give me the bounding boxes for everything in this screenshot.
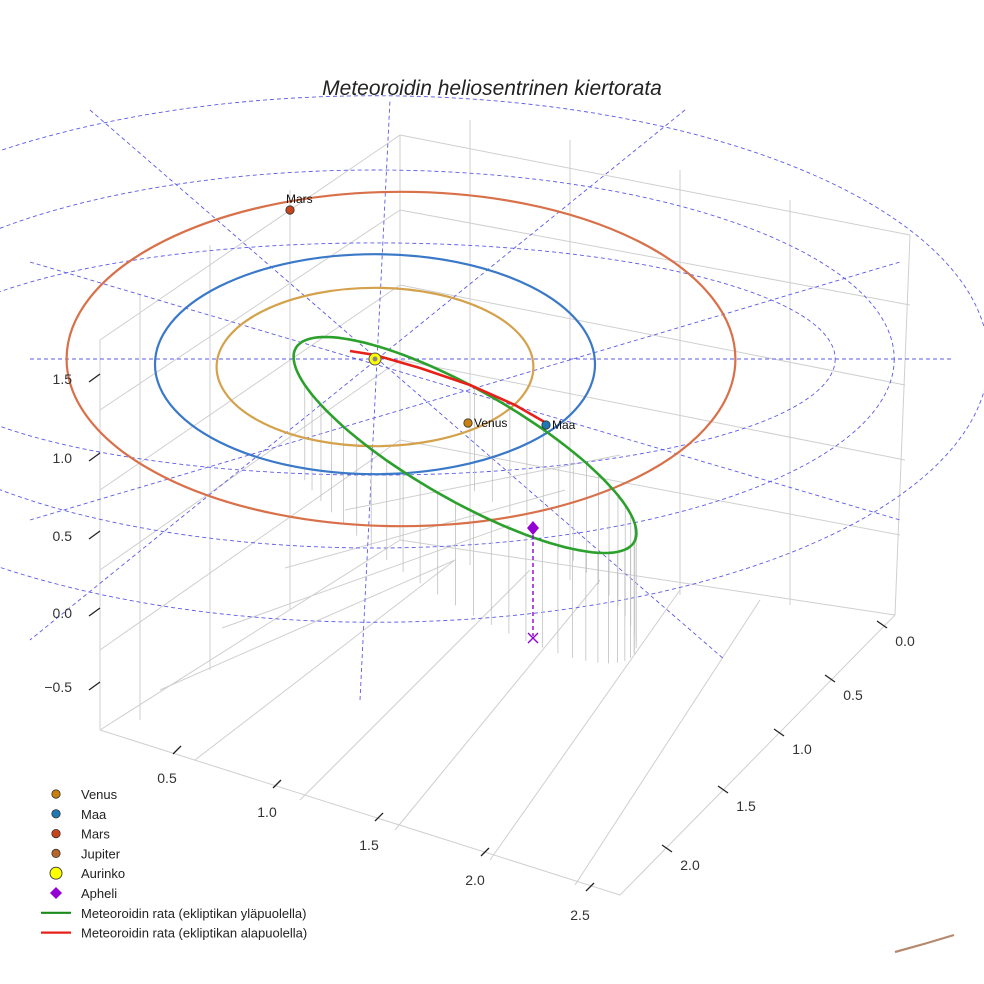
box-edge-6 [99,729,621,896]
y-tick-mark [824,674,836,683]
y-tick-label: 2.0 [680,857,700,873]
aphelion-marker [527,521,539,535]
meteoroid-orbit-above [292,335,638,555]
legend-marker-0 [51,789,61,799]
legend-label-4: Aurinko [81,866,125,881]
legend-marker-1 [51,809,61,819]
legend-marker-5 [50,887,62,899]
box-edge-5 [894,234,911,616]
x-tick-label: 0.5 [157,770,177,786]
wall-grid-h-5 [99,284,401,491]
axis-panes [100,135,910,895]
y-tick-mark [876,620,888,629]
floor-grid-b-0 [194,559,456,761]
floor-grid-b-4 [574,599,761,886]
floor-grid-b-2 [394,579,601,831]
z-tick-label: 0.0 [53,605,73,621]
orbit-maa [153,253,597,476]
z-tick-mark [88,681,101,691]
legend-label-3: Jupiter [81,846,121,861]
wall-grid-h-1 [399,284,906,386]
planet-label-venus: Venus [474,416,507,430]
polar-spoke-1 [29,261,901,521]
legend-label-5: Apheli [81,886,117,901]
polar-spoke-0 [89,109,726,661]
box-edge-3 [99,134,401,341]
planet-mars [285,205,295,215]
y-tick-label: 0.0 [895,633,915,649]
chart-title: Meteoroidin heliosentrinen kiertorata [322,77,662,100]
orbit-jupiter [894,933,955,954]
legend-marker-2 [51,828,61,839]
polar-spoke-2 [29,261,901,521]
polar-ring-2 [0,95,984,623]
legend-label-1: Maa [81,807,107,822]
y-tick-mark [661,844,673,853]
planet-orbits [65,190,955,954]
legend-label-0: Venus [81,787,118,802]
floor-grid-a-3 [344,454,621,511]
x-tick-label: 2.5 [570,907,590,923]
legend: Venus Maa Mars Jupiter Aurinko Apheli Meteoroi… [41,787,307,941]
y-tick-mark [773,728,785,737]
polar-spoke-3 [359,99,391,701]
z-tick-mark [88,530,101,540]
y-tick-mark [717,785,729,794]
y-tick-label: 1.5 [736,798,756,814]
orbit-mars [65,190,737,528]
wall-grid-h-0 [399,209,911,306]
z-tick-mark [88,373,101,383]
box-edge-0 [99,539,401,731]
legend-marker-4 [49,866,63,880]
y-tick-label: 1.0 [792,741,812,757]
legend-marker-3 [51,848,61,859]
orbit-venus [215,286,535,448]
aphelion-projection-marker [527,632,539,644]
z-tick-mark [88,452,101,462]
axis-ticks: −0.5 0.0 0.5 1.0 1.5 0.5 1.0 1.5 2.0 2.5 0.0 0.5 1.0… [44,371,915,923]
box-edge-4 [399,134,911,236]
z-tick-label: 0.5 [53,528,73,544]
x-tick-mark [585,882,595,892]
wall-grid-h-3 [399,439,901,536]
planet-venus [463,418,473,428]
floor-grid-a-0 [159,559,456,691]
drop-lines [304,384,637,664]
floor-grid-b-3 [489,589,681,861]
pane-background [100,135,910,895]
y-tick-label: 0.5 [843,687,863,703]
x-tick-mark [480,847,490,857]
floor-grid-a-1 [221,524,511,629]
planet-label-maa: Maa [552,418,576,432]
x-tick-mark [172,745,182,755]
x-tick-label: 1.5 [359,837,379,853]
planet-maa [541,420,551,430]
x-tick-mark [374,812,384,822]
polar-spoke-4 [29,109,686,641]
grid-lines [99,120,911,896]
planet-label-mars: Mars [286,192,313,206]
legend-label-6: Meteoroidin rata (ekliptikan yläpuolella… [81,906,306,921]
legend-label-2: Mars [81,827,110,842]
z-tick-mark [88,607,101,617]
wall-grid-h-2 [399,359,906,461]
box-edge-1 [399,539,896,616]
floor-grid-a-2 [284,489,566,569]
x-tick-mark [272,779,282,789]
z-tick-label: −0.5 [44,679,72,695]
legend-label-7: Meteoroidin rata (ekliptikan alapuolella… [81,926,307,941]
x-tick-label: 1.0 [257,804,277,820]
sun-core [372,356,378,362]
x-tick-label: 2.0 [465,872,485,888]
wall-grid-h-6 [99,359,401,571]
z-tick-label: 1.5 [53,371,73,387]
markers: Venus Maa Mars [285,192,576,535]
z-tick-label: 1.0 [53,450,73,466]
